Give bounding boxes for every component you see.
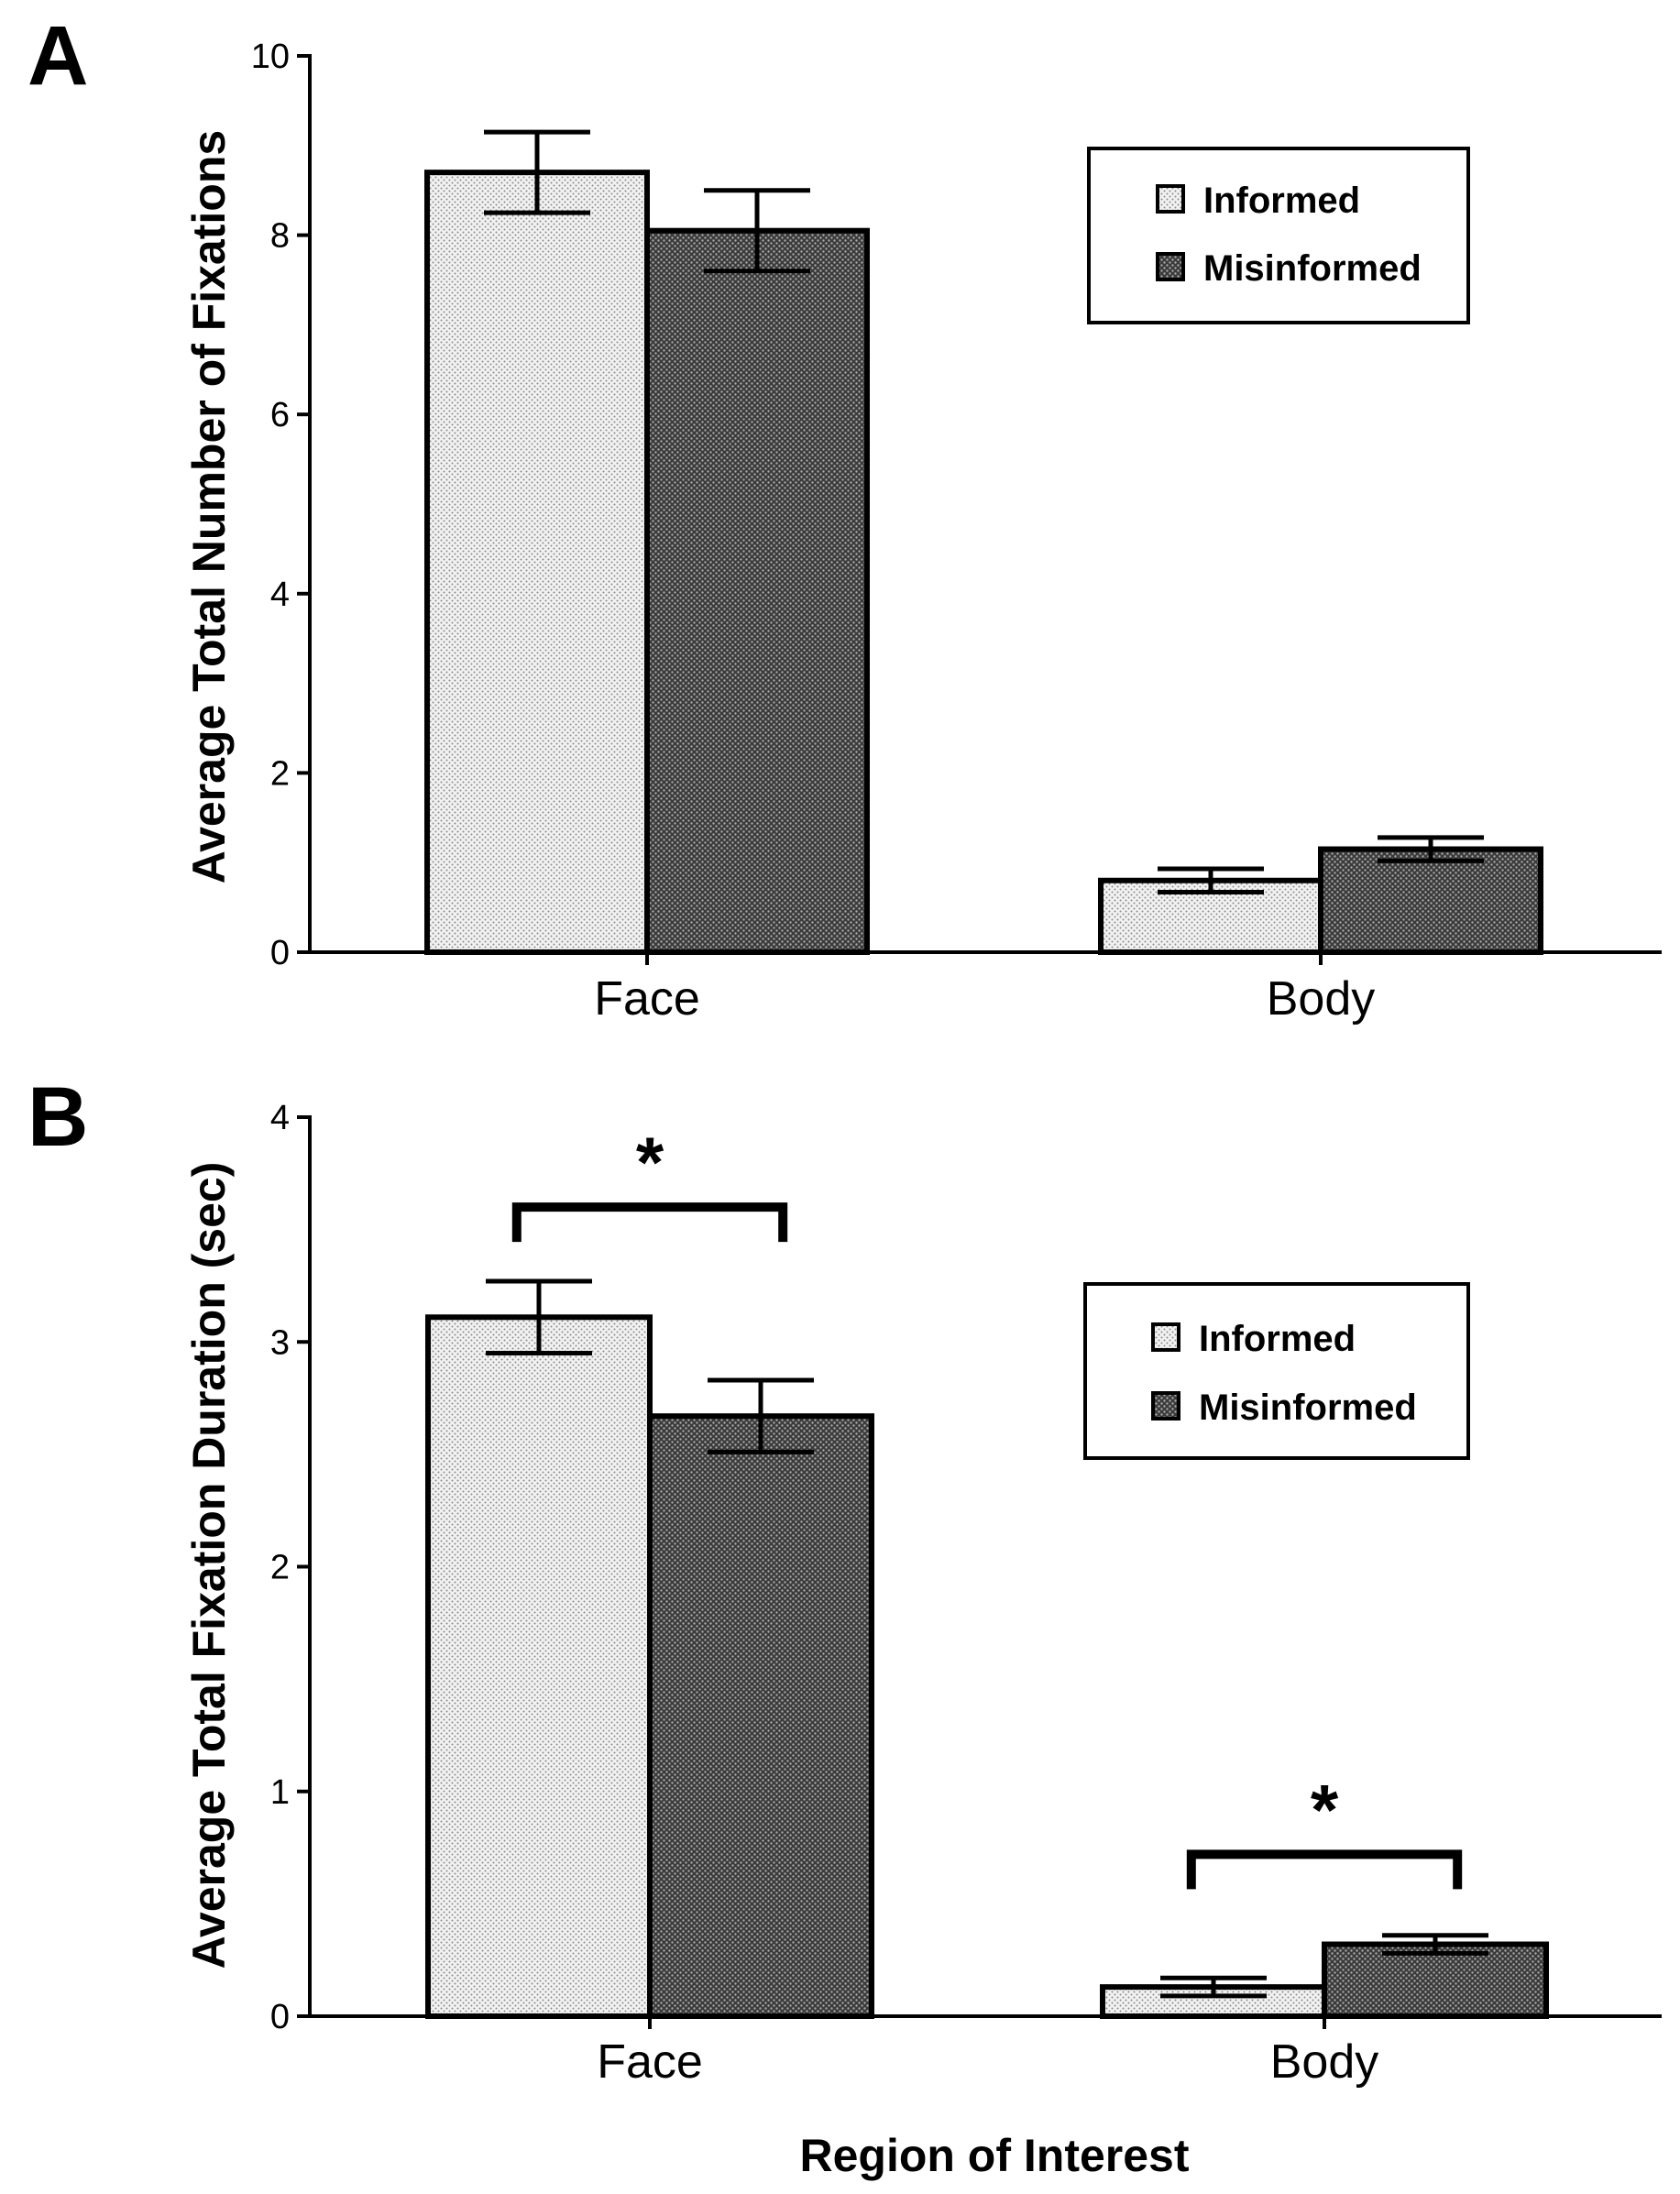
panel-b-y-tick-label: 1 [270,1773,290,1812]
panel-b-y-tick-label: 3 [270,1323,290,1362]
panel-a-error-bar-misinformed-face [704,188,810,274]
panel-b-significance-bracket-face [511,1202,788,1243]
panel-a-legend-box [1087,147,1470,324]
panel-a-bars [424,129,1543,956]
panel-b-significance-star-body: * [1311,1769,1339,1849]
panel-a-legend-swatch-informed [1156,184,1185,214]
panel-a-error-bar-informed-face [484,129,590,215]
panel-a-y-tick-label: 0 [270,934,290,972]
panel-b-y-tick-label: 4 [270,1099,290,1137]
panel-b-legend-swatch-informed [1151,1322,1180,1352]
panel-b-error-bar-informed-body [1160,1975,1267,1999]
panel-a-y-tick-label: 8 [270,217,290,256]
panel-b-error-bar-misinformed-face [708,1377,814,1454]
panel-a-bar-misinformed-face [644,227,870,955]
panel-a-labels: 0 2 4 6 8 10 Face Body [251,38,1376,1026]
panel-b-error-bar-informed-face [486,1278,592,1356]
panel-a-category-label-face: Face [594,972,700,1026]
panel-b-significance-bracket-body [1186,1849,1463,1890]
panel-a-category-label-body: Body [1267,972,1376,1026]
panel-b-significance-star-face: * [636,1122,664,1202]
panel-a-legend: Informed Misinformed [1087,147,1470,324]
panel-b-bar-misinformed-face [647,1413,874,2019]
panel-b-letter: B [27,1070,88,1164]
panel-a-bar-informed-body [1098,877,1323,956]
panel-a-y-tick-label: 6 [270,396,290,434]
panel-a-bar-informed-face [424,170,650,955]
panel-b-legend-box [1083,1282,1470,1460]
panel-a-legend-label-misinformed: Misinformed [1203,248,1422,289]
panel-a-error-bar-misinformed-body [1378,835,1484,863]
panel-b-error-bar-misinformed-body [1382,1933,1488,1956]
panel-a-error-bar-informed-body [1158,866,1264,894]
panel-b-y-axis-title: Average Total Fixation Duration (sec) [183,1162,235,1969]
panel-b-bars [425,1278,1549,2020]
panel-b-y-tick-label: 2 [270,1549,290,1587]
panel-a-y-tick-label: 10 [251,38,290,76]
panel-b-bar-misinformed-body [1322,1941,1549,2020]
panel-b-legend: Informed Misinformed [1083,1282,1470,1460]
panel-b-bar-informed-face [425,1314,653,2019]
panel-a-y-tick-label: 4 [270,576,290,614]
panel-a-letter: A [27,9,88,103]
panel-a-chart: A Average Total Number of Fixations 0 2 4 6… [27,9,1662,1026]
x-axis-title: Region of Interest [799,2130,1189,2181]
panel-a-y-axis-title: Average Total Number of Fixations [183,130,235,883]
panel-b-chart: B Average Total Fixation Duration (sec) … [27,1070,1662,2181]
panel-a-legend-label-informed: Informed [1203,181,1360,221]
panel-b-legend-label-misinformed: Misinformed [1199,1388,1417,1428]
panel-a-legend-swatch-misinformed [1156,252,1185,281]
panel-b-legend-swatch-misinformed [1151,1391,1180,1421]
panel-b-labels: 0 1 2 3 4 Face Body [270,1099,1378,2089]
panel-b-y-tick-label: 0 [270,1998,290,2036]
panel-b-legend-label-informed: Informed [1199,1319,1356,1359]
panel-b-category-label-body: Body [1270,2035,1379,2089]
panel-b-significance: ** [511,1122,1463,1890]
panel-a-bar-misinformed-body [1318,846,1543,956]
panel-b-category-label-face: Face [597,2035,703,2089]
panel-a-y-tick-label: 2 [270,754,290,793]
